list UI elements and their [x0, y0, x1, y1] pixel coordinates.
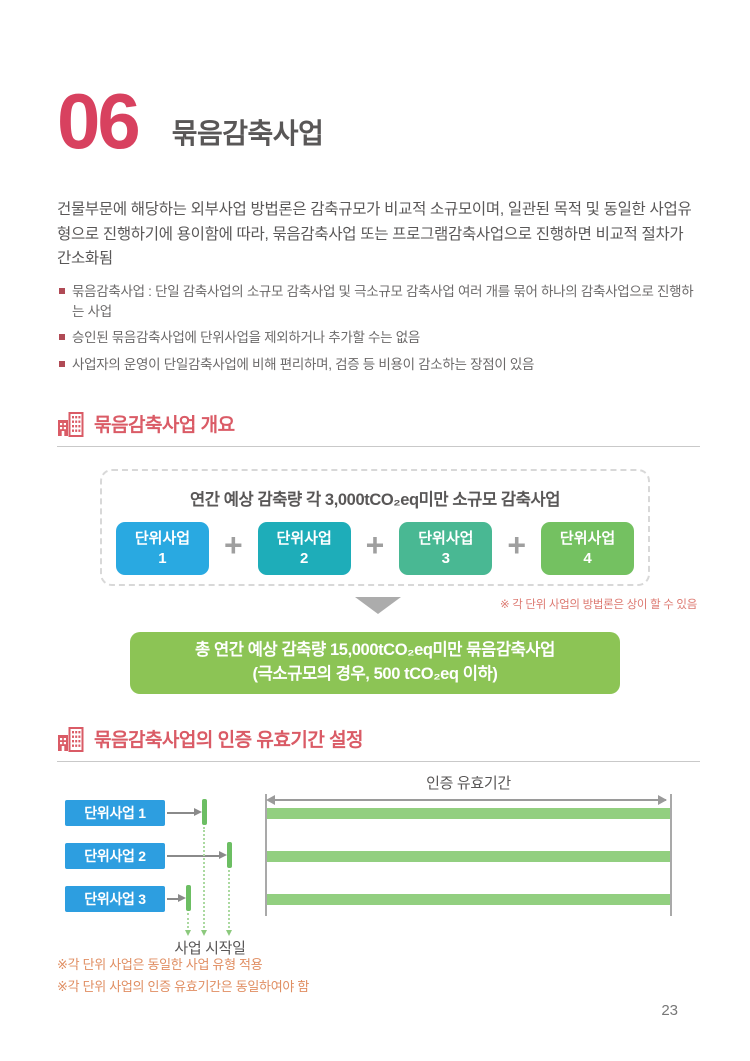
bullet-list: 묶음감축사업 : 단일 감축사업의 소규모 감축사업 및 극소규모 감축사업 여…	[57, 282, 700, 374]
timeline-unit-2: 단위사업 2	[65, 843, 165, 870]
bullet-text: 사업자의 운영이 단일감축사업에 비해 편리하며, 검증 등 비용이 감소하는 …	[72, 356, 535, 372]
unit-label: 단위사업	[418, 529, 474, 547]
chapter-header: 06 묶음감축사업	[57, 77, 700, 165]
arrow-left-icon	[266, 795, 275, 806]
start-arrow-1	[167, 809, 202, 816]
summary-line-1: 총 연간 예상 감축량 15,000tCO₂eq미만 묶음감축사업	[195, 641, 555, 660]
start-dotted-line-3	[187, 913, 189, 929]
chapter-number: 06	[57, 77, 141, 165]
footnote-1: ※각 단위 사업은 동일한 사업 유형 적용	[57, 957, 263, 973]
dotted-arrowhead-icon	[200, 930, 207, 937]
section-heading-text: 묶음감축사업 개요	[94, 415, 235, 437]
unit-label: 단위사업	[134, 529, 191, 547]
start-dotted-line-2	[228, 870, 230, 929]
footnotes: ※각 단위 사업은 동일한 사업 유형 적용 ※각 단위 사업의 인증 유효기간…	[57, 954, 700, 997]
plus-icon: +	[223, 527, 243, 564]
start-dotted-line-1	[203, 827, 205, 929]
list-item: 승인된 묶음감축사업에 단위사업을 제외하거나 추가할 수는 없음	[57, 328, 700, 348]
period-arrow	[271, 799, 666, 801]
bullet-text: 승인된 묶음감축사업에 단위사업을 제외하거나 추가할 수는 없음	[72, 330, 420, 346]
arrow-down-icon	[355, 597, 401, 615]
start-tick-2	[227, 842, 232, 869]
plus-icon: +	[365, 527, 385, 564]
summary-line-2: (극소규모의 경우, 500 tCO₂eq 이하)	[252, 665, 498, 684]
method-note: ※ 각 단위 사업의 방법론은 상이 할 수 있음	[500, 599, 697, 612]
summary-box: 총 연간 예상 감축량 15,000tCO₂eq미만 묶음감축사업 (극소규모의…	[130, 632, 620, 695]
validity-bar-2	[267, 851, 670, 863]
timeline-unit-1: 단위사업 1	[65, 800, 165, 827]
unit-project-3: 단위사업 3	[399, 522, 493, 576]
start-arrow-2	[167, 852, 227, 859]
diagram-title: 연간 예상 감축량 각 3,000tCO₂eq미만 소규모 감축사업	[189, 491, 561, 510]
timeline-end-boundary	[670, 794, 672, 917]
list-item: 사업자의 운영이 단일감축사업에 비해 편리하며, 검증 등 비용이 감소하는 …	[57, 355, 700, 375]
start-tick-3	[186, 885, 191, 912]
unit-number: 2	[299, 549, 309, 567]
bullet-icon	[59, 288, 65, 295]
page-title: 묶음감축사업	[171, 118, 324, 149]
section-heading-overview: 묶음감축사업 개요	[57, 410, 700, 448]
plus-icon: +	[507, 527, 527, 564]
unit-number: 3	[441, 549, 451, 567]
validity-timeline-diagram: 인증 유효기간 단위사업 1 단위사업 2 단위사업 3 사	[57, 770, 700, 958]
list-item: 묶음감축사업 : 단일 감축사업의 소규모 감축사업 및 극소규모 감축사업 여…	[57, 282, 700, 321]
validity-bar-3	[267, 894, 670, 906]
dotted-arrowhead-icon	[184, 930, 191, 937]
unit-project-1: 단위사업 1	[115, 522, 209, 576]
building-icon	[58, 727, 84, 753]
bullet-icon	[59, 360, 65, 367]
start-date-label: 사업 시작일	[174, 940, 246, 958]
unit-project-4: 단위사업 4	[541, 522, 635, 576]
page-number: 23	[661, 1002, 678, 1019]
section-heading-validity: 묶음감축사업의 인증 유효기간 설정	[57, 725, 700, 763]
unit-label: 단위사업	[559, 529, 616, 547]
period-label: 인증 유효기간	[426, 775, 511, 793]
start-tick-1	[202, 799, 207, 826]
dotted-arrowhead-icon	[225, 930, 232, 937]
arrow-note-row: ※ 각 단위 사업의 방법론은 상이 할 수 있음	[57, 596, 700, 626]
footnote-2: ※각 단위 사업의 인증 유효기간은 동일하여야 함	[57, 978, 310, 994]
building-icon	[58, 412, 84, 438]
timeline-start-boundary	[265, 794, 267, 917]
validity-bar-1	[267, 808, 670, 820]
unit-number: 1	[158, 549, 167, 567]
intro-paragraph: 건물부문에 해당하는 외부사업 방법론은 감축규모가 비교적 소규모이며, 일관…	[57, 200, 692, 268]
arrow-right-icon	[658, 795, 667, 806]
overview-diagram-box: 연간 예상 감축량 각 3,000tCO₂eq미만 소규모 감축사업 단위사업 …	[100, 469, 650, 587]
unit-project-2: 단위사업 2	[257, 522, 351, 576]
unit-projects-row: 단위사업 1 + 단위사업 2 + 단위사업 3 + 단위사업 4	[102, 522, 648, 576]
start-arrow-3	[167, 895, 186, 902]
bullet-icon	[59, 334, 65, 341]
bullet-text: 묶음감축사업 : 단일 감축사업의 소규모 감축사업 및 극소규모 감축사업 여…	[72, 284, 694, 319]
section-heading-text: 묶음감축사업의 인증 유효기간 설정	[94, 730, 364, 752]
unit-label: 단위사업	[276, 529, 332, 547]
timeline-unit-3: 단위사업 3	[65, 886, 165, 913]
unit-number: 4	[583, 549, 592, 567]
